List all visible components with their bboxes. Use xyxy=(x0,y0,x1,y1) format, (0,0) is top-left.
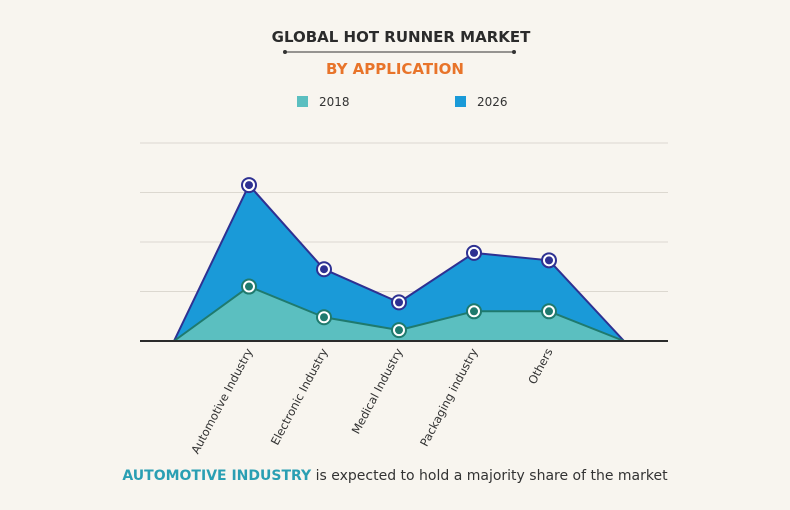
data-point-2018 xyxy=(316,309,332,326)
footer-text: is expected to hold a majority share of … xyxy=(311,468,668,484)
x-tick-label: Packaging industry xyxy=(417,346,481,449)
x-tick-label: Automotive Industry xyxy=(188,346,256,456)
area-series-2018 xyxy=(173,285,625,342)
data-point-2018 xyxy=(391,322,407,339)
legend-swatch-2018 xyxy=(297,96,308,107)
data-point-2026 xyxy=(541,252,557,269)
legend-swatch-2026 xyxy=(455,96,466,107)
legend-label-2018: 2018 xyxy=(319,95,350,109)
data-point-2026 xyxy=(241,177,257,194)
series-areas xyxy=(173,184,625,342)
legend-label-2026: 2026 xyxy=(477,95,508,109)
chart-title: GLOBAL HOT RUNNER MARKET xyxy=(272,28,531,46)
data-point-2026 xyxy=(391,294,407,311)
chart-subtitle: BY APPLICATION xyxy=(326,60,464,78)
footer-highlight: AUTOMOTIVE INDUSTRY xyxy=(122,468,312,484)
x-tick-label: Electronic Industry xyxy=(268,346,331,448)
x-tick-labels: Automotive Industry Electronic Industry Me… xyxy=(188,346,556,456)
data-point-2026 xyxy=(316,261,332,278)
data-point-2018 xyxy=(241,278,257,295)
footer-note: AUTOMOTIVE INDUSTRY is expected to hold … xyxy=(0,468,790,484)
data-point-2026 xyxy=(466,244,482,261)
legend: 2018 2026 xyxy=(297,95,508,109)
x-tick-label: Medical Industry xyxy=(349,346,406,437)
data-point-2018 xyxy=(541,303,557,320)
x-tick-label: Others xyxy=(525,346,556,387)
data-point-2018 xyxy=(466,303,482,320)
data-points xyxy=(241,177,557,339)
title-divider xyxy=(283,50,516,54)
